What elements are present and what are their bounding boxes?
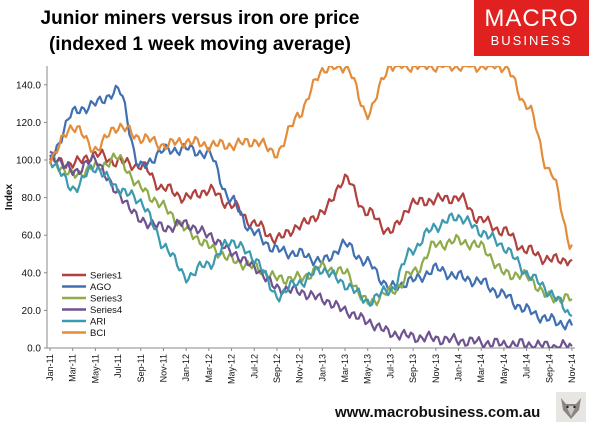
legend-label: Series1 — [90, 271, 122, 282]
y-tick-label: 140.0 — [16, 80, 41, 91]
x-tick-label: Mar-13 — [340, 354, 350, 383]
x-tick-label: Mar-14 — [476, 354, 486, 383]
x-tick-label: Jan-12 — [181, 354, 191, 382]
series-line-ari — [48, 160, 573, 317]
x-tick-label: Nov-13 — [431, 354, 441, 383]
x-tick-label: Jul-14 — [522, 354, 532, 379]
series-line-bci — [48, 66, 573, 250]
x-tick-label: Nov-11 — [158, 354, 168, 382]
x-tick-label: Jul-13 — [385, 354, 395, 379]
logo-line2: BUSINESS — [490, 33, 573, 48]
x-tick-label: May-14 — [499, 354, 509, 384]
x-tick-label: May-11 — [90, 354, 100, 383]
x-tick-label: Jul-12 — [249, 354, 259, 379]
y-axis-label: Index — [4, 184, 15, 211]
y-tick-label: 0.0 — [27, 344, 41, 355]
y-tick-label: 40.0 — [22, 268, 42, 279]
logo-line1: MACRO — [484, 5, 579, 32]
legend-label: AGO — [90, 282, 111, 293]
series-line-ago — [49, 84, 574, 331]
macrobusiness-logo: MACRO BUSINESS — [474, 0, 589, 56]
y-tick-label: 80.0 — [22, 193, 42, 204]
x-tick-label: Jan-11 — [45, 354, 55, 381]
y-tick-label: 100.0 — [16, 156, 41, 167]
x-tick-label: Jul-11 — [113, 354, 123, 378]
legend-label: BCI — [90, 328, 106, 339]
chart-title-line2: (indexed 1 week moving average) — [48, 34, 351, 55]
series-line-series3 — [49, 152, 573, 307]
x-tick-label: Mar-12 — [204, 354, 214, 383]
chart-title-line1: Junior miners versus iron ore price — [40, 8, 360, 29]
fox-mascot-icon — [556, 392, 586, 422]
x-tick-label: Nov-12 — [295, 354, 305, 383]
legend-label: Series3 — [90, 294, 122, 305]
x-tick-label: Sep-14 — [544, 354, 554, 383]
y-tick-label: 60.0 — [22, 231, 42, 242]
x-tick-label: Jan-14 — [454, 354, 464, 382]
x-tick-label: Nov-14 — [567, 354, 577, 383]
x-tick-label: Mar-11 — [68, 354, 78, 382]
footer-url: www.macrobusiness.com.au — [335, 404, 541, 421]
chart-title: Junior miners versus iron ore price (ind… — [20, 6, 380, 58]
y-tick-label: 20.0 — [22, 306, 42, 317]
x-tick-label: Jan-13 — [317, 354, 327, 382]
series-line-series4 — [49, 150, 573, 348]
series-group — [48, 66, 574, 348]
x-tick-label: Sep-12 — [272, 354, 282, 383]
x-tick-label: Sep-11 — [136, 354, 146, 382]
y-tick-label: 120.0 — [16, 118, 41, 129]
x-tick-label: Sep-13 — [408, 354, 418, 383]
x-tick-label: May-12 — [227, 354, 237, 384]
x-tick-label: May-13 — [363, 354, 373, 384]
legend-label: ARI — [90, 317, 106, 328]
legend-label: Series4 — [90, 305, 122, 316]
